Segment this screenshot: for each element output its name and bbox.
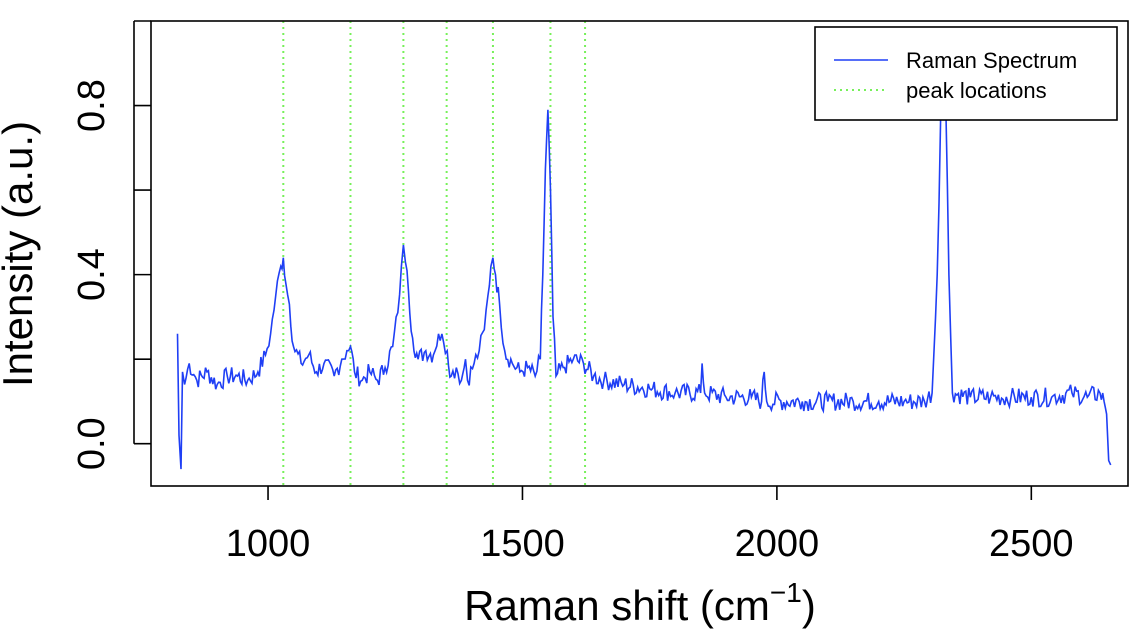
spectrum-series (176, 88, 1112, 470)
x-tick-label: 1000 (226, 523, 311, 565)
y-tick-label: 0.8 (71, 79, 113, 132)
x-tick-label: 1500 (480, 523, 565, 565)
legend: Raman Spectrum peak locations (814, 26, 1118, 121)
legend-peak-label: peak locations (906, 78, 1047, 103)
y-axis: 0.0 0.4 0.8 (71, 20, 151, 470)
y-tick-label: 0.4 (71, 248, 113, 301)
y-axis-title: Intensity (a.u.) (0, 121, 41, 387)
spectrum-line (176, 88, 1112, 470)
x-axis-title: Raman shift (cm−1) (464, 577, 816, 629)
y-tick-label: 0.0 (71, 417, 113, 470)
plot-frame (150, 20, 1129, 487)
legend-spectrum-label: Raman Spectrum (906, 48, 1077, 73)
x-tick-label: 2000 (735, 523, 820, 565)
x-axis: 1000 1500 2000 2500 (226, 486, 1074, 565)
peak-lines (282, 21, 587, 486)
x-tick-label: 2500 (989, 523, 1074, 565)
legend-box (814, 26, 1118, 121)
